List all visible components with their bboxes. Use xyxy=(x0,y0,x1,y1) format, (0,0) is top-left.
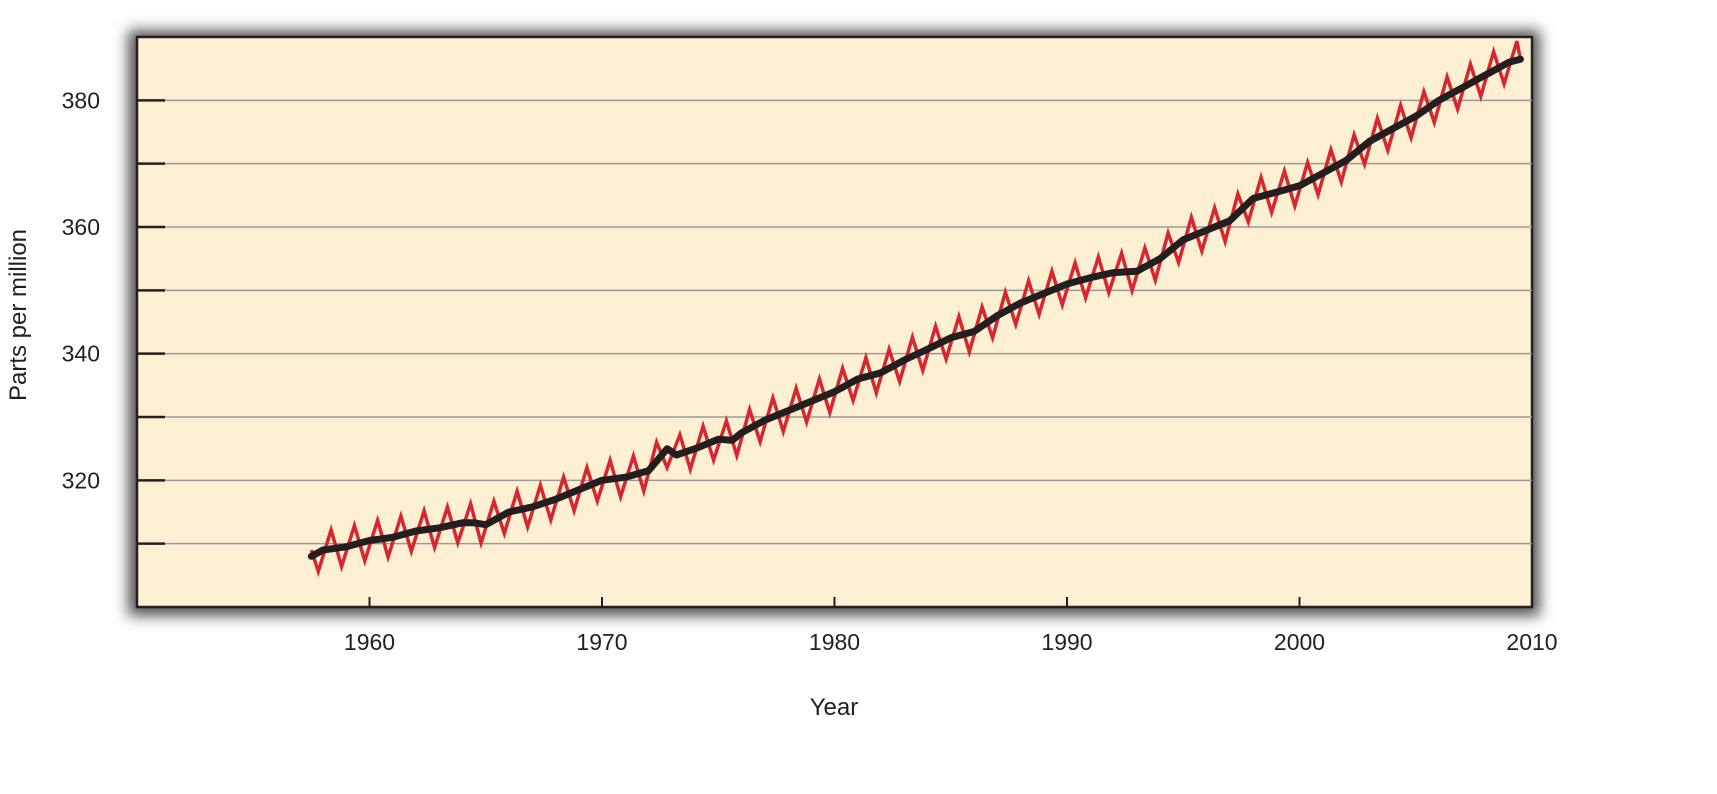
trend-point xyxy=(1436,97,1442,103)
trend-point xyxy=(413,528,419,534)
trend-point xyxy=(1297,183,1302,189)
trend-point xyxy=(622,474,628,480)
x-tick-label: 2010 xyxy=(1506,629,1557,655)
x-tick-label: 2000 xyxy=(1274,629,1325,655)
x-tick-label: 1960 xyxy=(344,629,395,655)
trend-point xyxy=(506,509,512,515)
trend-point xyxy=(739,430,744,436)
y-axis-title: Parts per million xyxy=(5,229,32,401)
trend-point xyxy=(553,496,558,502)
trend-point xyxy=(1366,139,1372,144)
trend-point xyxy=(460,520,465,526)
trend-point xyxy=(471,520,477,526)
trend-point xyxy=(1273,189,1279,195)
trend-point xyxy=(390,534,396,540)
trend-point xyxy=(1064,281,1070,287)
y-axis-ticks: 320 340 360 380 xyxy=(62,87,165,545)
trend-point xyxy=(1517,56,1523,62)
trend-point xyxy=(878,370,884,376)
trend-point xyxy=(1250,196,1256,201)
trend-point xyxy=(529,504,535,510)
trend-point xyxy=(1087,275,1093,281)
x-axis-title: Year xyxy=(810,694,859,721)
trend-point xyxy=(664,446,670,452)
trend-point xyxy=(673,452,679,458)
trend-point xyxy=(343,544,349,550)
x-tick-label: 1980 xyxy=(809,629,860,655)
y-tick-label: 340 xyxy=(62,341,100,367)
trend-point xyxy=(762,417,768,423)
x-tick-label: 1990 xyxy=(1041,629,1092,655)
trend-point xyxy=(994,313,1000,319)
trend-point xyxy=(320,547,326,553)
x-tick-label: 1970 xyxy=(576,629,627,655)
trend-point xyxy=(1483,72,1488,78)
trend-point xyxy=(1041,291,1047,296)
trend-point xyxy=(1157,256,1163,262)
trend-point xyxy=(483,522,489,528)
trend-point xyxy=(576,487,582,493)
trend-point xyxy=(1390,126,1395,132)
trend-point xyxy=(855,376,861,382)
trend-point xyxy=(785,408,791,414)
trend-point xyxy=(1111,270,1116,276)
trend-point xyxy=(1204,227,1209,233)
trend-point xyxy=(1506,59,1512,65)
trend-point xyxy=(436,525,442,531)
trend-point xyxy=(1180,237,1186,243)
x-axis-ticks: 1960 1970 1980 1990 2000 2010 xyxy=(344,597,1558,655)
trend-point xyxy=(901,357,907,363)
series-group xyxy=(307,40,1524,578)
trend-point xyxy=(308,553,314,559)
trend-point xyxy=(1413,113,1419,119)
trend-point xyxy=(1227,218,1233,224)
y-tick-label: 320 xyxy=(62,467,100,493)
trend-point xyxy=(925,346,930,352)
trend-point xyxy=(367,538,372,543)
y-tick-label: 360 xyxy=(62,214,100,240)
trend-point xyxy=(1459,85,1465,91)
trend-point xyxy=(692,446,698,452)
trend-point xyxy=(808,398,814,404)
y-tick-label: 380 xyxy=(62,87,100,113)
trend-point xyxy=(1018,300,1023,306)
trend-point xyxy=(1343,158,1349,163)
trend-point xyxy=(1134,268,1140,274)
trend-point xyxy=(832,389,837,395)
trend-point xyxy=(599,477,605,483)
trend-point xyxy=(948,335,954,341)
trend-point xyxy=(1320,170,1326,176)
trend-point xyxy=(715,436,721,442)
trend-point xyxy=(646,468,651,474)
plot-area xyxy=(135,35,1534,609)
trend-point xyxy=(971,329,977,334)
trend-point xyxy=(729,437,735,443)
